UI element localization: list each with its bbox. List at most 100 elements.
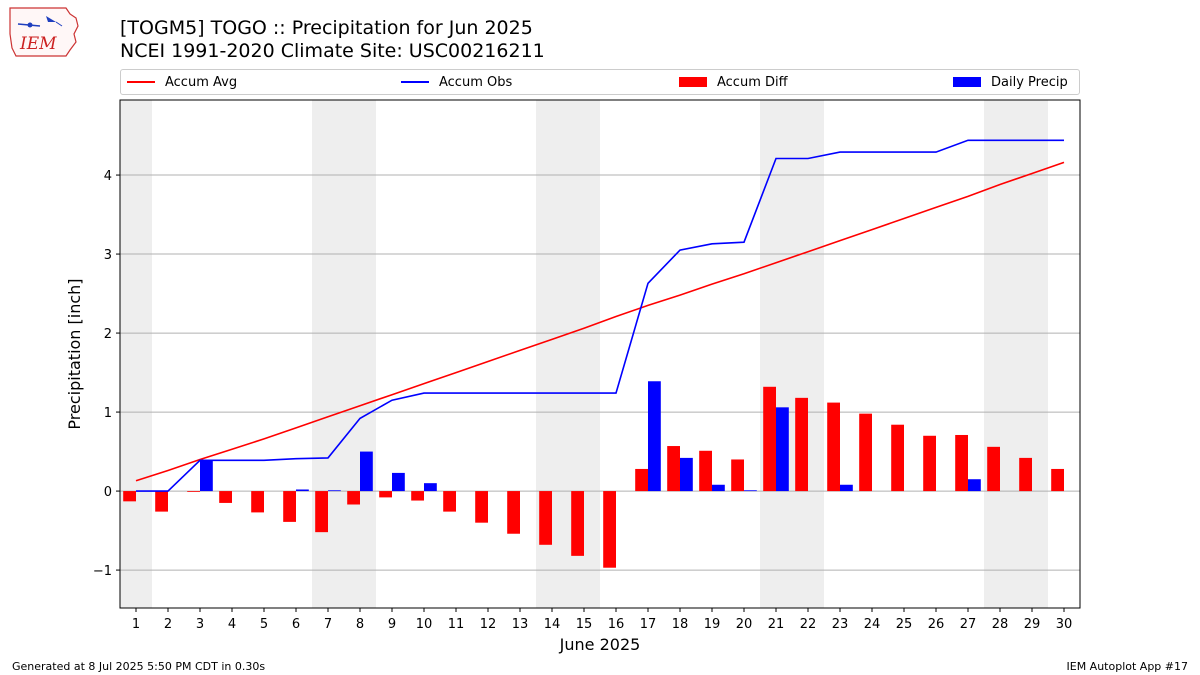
x-tick-label: 23 <box>832 617 849 632</box>
legend-item-accum-diff: Accum Diff <box>679 70 788 94</box>
x-tick-label: 24 <box>864 617 881 632</box>
y-tick-label: 0 <box>104 485 112 500</box>
x-tick-label: 4 <box>228 617 236 632</box>
app-credit: IEM Autoplot App #17 <box>1066 660 1189 673</box>
accum-diff-bar <box>891 424 904 492</box>
legend-label: Accum Diff <box>717 74 788 90</box>
x-tick-label: 21 <box>768 617 785 632</box>
accum-diff-bar <box>411 491 424 501</box>
accum-diff-bar <box>763 386 776 492</box>
x-tick-label: 27 <box>960 617 977 632</box>
logo-text: IEM <box>19 34 57 54</box>
accum-diff-bar <box>603 491 616 568</box>
y-axis-label: Precipitation [inch] <box>65 278 84 429</box>
accum-diff-bar <box>987 446 1000 492</box>
daily-precip-bar <box>648 381 661 492</box>
legend-label: Accum Avg <box>165 74 238 90</box>
accum-diff-bar <box>571 491 584 556</box>
daily-precip-bar <box>328 490 341 492</box>
x-tick-label: 13 <box>512 617 529 632</box>
daily-precip-bar <box>680 457 693 492</box>
daily-precip-bar <box>968 479 981 492</box>
accum-diff-bar <box>507 491 520 534</box>
legend-item-accum-obs: Accum Obs <box>401 70 512 94</box>
generated-timestamp: Generated at 8 Jul 2025 5:50 PM CDT in 0… <box>12 660 266 673</box>
x-tick-label: 20 <box>736 617 753 632</box>
accum-obs-line <box>136 139 1064 492</box>
x-tick-label: 8 <box>356 617 364 632</box>
legend-item-accum-avg: Accum Avg <box>127 70 237 94</box>
y-tick-label: 2 <box>104 327 112 342</box>
y-tick-label: 1 <box>104 406 112 421</box>
x-tick-label: 12 <box>480 617 497 632</box>
accum-diff-bar <box>731 459 744 492</box>
legend-swatch <box>679 77 707 87</box>
legend-swatch <box>127 81 155 83</box>
weekend-band <box>984 100 1048 608</box>
accum-diff-bar <box>187 491 200 492</box>
y-tick-label: 3 <box>104 248 112 263</box>
accum-diff-bar <box>827 402 840 492</box>
x-tick-label: 11 <box>448 617 465 632</box>
daily-precip-bar <box>424 483 437 492</box>
x-tick-label: 9 <box>388 617 396 632</box>
accum-diff-bar <box>123 491 136 502</box>
accum-diff-bar <box>795 397 808 492</box>
legend-swatch <box>953 77 981 87</box>
x-tick-label: 26 <box>928 617 945 632</box>
x-tick-label: 28 <box>992 617 1009 632</box>
accum-diff-bar <box>955 434 968 492</box>
weekend-band <box>760 100 824 608</box>
accum-diff-bar <box>315 491 328 533</box>
legend-label: Accum Obs <box>439 74 513 90</box>
accum-diff-bar <box>155 491 168 512</box>
iem-logo: IEM <box>9 7 79 57</box>
accum-diff-bar <box>539 491 552 545</box>
y-tick-label: −1 <box>93 564 112 579</box>
daily-precip-bar <box>200 460 213 492</box>
weekend-band <box>120 100 152 608</box>
accum-diff-bar <box>1051 468 1064 492</box>
legend-label: Daily Precip <box>991 74 1068 90</box>
accum-diff-bar <box>859 413 872 492</box>
accum-diff-bar <box>635 468 648 492</box>
accum-diff-bar <box>667 446 680 492</box>
accum-avg-line <box>135 161 1065 482</box>
chart-subtitle: NCEI 1991-2020 Climate Site: USC00216211 <box>120 40 545 62</box>
daily-precip-bar <box>840 484 853 492</box>
daily-precip-bar <box>296 489 309 492</box>
x-tick-label: 16 <box>608 617 625 632</box>
daily-precip-bar <box>392 472 405 492</box>
chart-title: [TOGM5] TOGO :: Precipitation for Jun 20… <box>120 17 533 39</box>
x-tick-label: 3 <box>196 617 204 632</box>
accum-diff-bar <box>347 491 360 505</box>
accum-diff-bar <box>283 491 296 522</box>
accum-diff-bar <box>475 491 488 523</box>
daily-precip-bar <box>776 407 789 492</box>
legend-swatch <box>401 81 429 83</box>
accum-diff-bar <box>251 491 264 513</box>
x-tick-label: 1 <box>132 617 140 632</box>
x-tick-label: 18 <box>672 617 689 632</box>
x-axis-label: June 2025 <box>559 635 641 654</box>
legend-item-daily-precip: Daily Precip <box>953 70 1068 94</box>
daily-precip-bar <box>744 490 757 492</box>
x-tick-label: 7 <box>324 617 332 632</box>
x-tick-label: 5 <box>260 617 268 632</box>
accum-diff-bar <box>219 491 232 503</box>
x-tick-label: 25 <box>896 617 913 632</box>
accum-diff-bar <box>379 491 392 498</box>
x-tick-label: 29 <box>1024 617 1041 632</box>
x-tick-label: 22 <box>800 617 817 632</box>
x-tick-label: 30 <box>1056 617 1073 632</box>
x-tick-label: 6 <box>292 617 300 632</box>
x-tick-label: 15 <box>576 617 593 632</box>
y-tick-label: 4 <box>104 169 112 184</box>
daily-precip-bar <box>712 484 725 492</box>
x-tick-label: 10 <box>416 617 433 632</box>
accum-diff-bar <box>1019 457 1032 492</box>
accum-diff-bar <box>699 450 712 492</box>
plot-frame <box>119 99 1081 609</box>
accum-diff-bar <box>443 491 456 512</box>
